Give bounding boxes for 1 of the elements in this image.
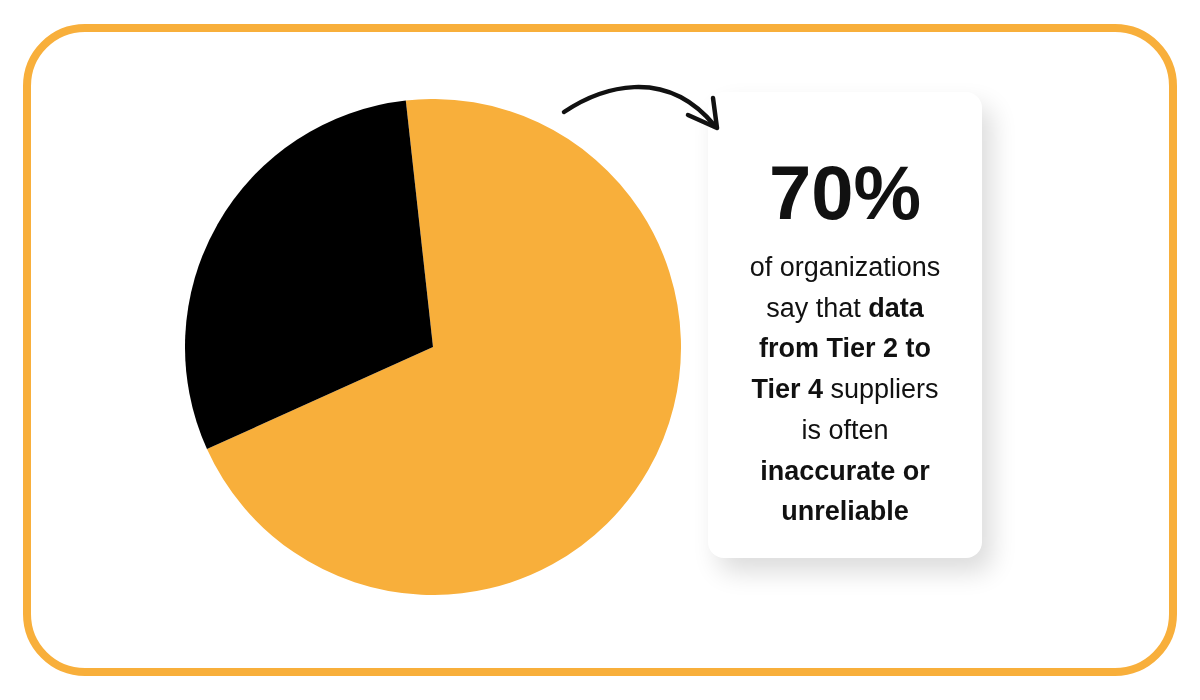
text-card: 70% of organizations say that data from Tier 2 to Tier 4 suppliers is often inaccurate or unreliable: [708, 92, 982, 558]
